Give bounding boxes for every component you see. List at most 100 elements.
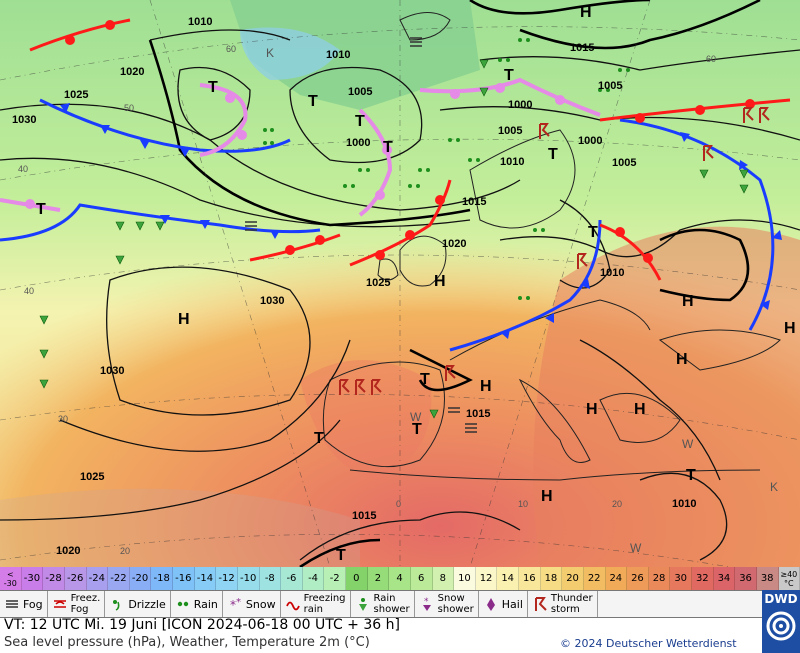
low-label: T	[420, 371, 430, 388]
drizzle-icon	[113, 600, 120, 611]
legend-label: Freezing rain	[303, 593, 346, 615]
scale-cell: < -30	[0, 567, 22, 590]
scale-cell: -18	[151, 567, 173, 590]
isobar-value: 1015	[570, 42, 594, 54]
warm-front-semicircles	[65, 20, 755, 263]
fog-icon	[6, 600, 18, 608]
warm-front-russia	[599, 223, 662, 281]
coastlines	[322, 12, 781, 481]
scale-cell: 12	[475, 567, 498, 590]
cold-label: K	[770, 480, 778, 494]
isobars	[0, 29, 800, 561]
warm-label: W	[630, 541, 642, 555]
legend-item-rain: Rain	[171, 591, 223, 617]
scale-cell: 24	[605, 567, 628, 590]
low-label: T	[336, 547, 346, 564]
grid-label: 30	[58, 414, 68, 424]
low-label: T	[504, 67, 514, 84]
scale-cell: -22	[108, 567, 130, 590]
scale-cell: -12	[216, 567, 238, 590]
cold-pool-north	[230, 0, 480, 110]
scale-cell: -20	[129, 567, 152, 590]
cold-front-east	[619, 118, 775, 331]
warm-front-scandinavia	[599, 98, 791, 122]
legend-label: Snow	[245, 597, 276, 611]
logo-text: DWD	[764, 592, 798, 606]
scale-cell: 4	[389, 567, 411, 590]
warm-core-iberia	[300, 360, 432, 480]
legend-label: Hail	[501, 597, 523, 611]
scale-cell: 36	[735, 567, 757, 590]
isobar-value: 1030	[100, 365, 124, 377]
legend-label: Snow shower	[437, 593, 474, 615]
scale-cell: -16	[173, 567, 195, 590]
dwd-swirl-icon	[766, 611, 796, 641]
scale-cell: -24	[86, 567, 109, 590]
scale-cell: 22	[583, 567, 606, 590]
warm-label: W	[410, 410, 422, 424]
shower-symbols	[39, 59, 749, 419]
warm-core-east	[533, 226, 800, 567]
latitude-labels: 60 50 40 40 30 20 0 10 20 60	[18, 44, 716, 556]
svg-text:*: *	[236, 597, 241, 608]
svg-text:*: *	[424, 597, 429, 607]
isobar-value: 1025	[366, 277, 390, 289]
isobar-value: 1010	[672, 498, 696, 510]
isobar-value: 1015	[466, 408, 490, 420]
copyright: © 2024 Deutscher Wetterdienst	[560, 637, 737, 650]
isobar-value: 1010	[326, 49, 350, 61]
scale-cell: 20	[562, 567, 584, 590]
rain-shower-icon	[358, 598, 367, 611]
isobar-value: 1000	[346, 137, 370, 149]
grid-label: 60	[226, 44, 236, 54]
scale-cell: -26	[64, 567, 87, 590]
warm-front-north	[29, 18, 131, 52]
rain-icon	[177, 601, 188, 607]
scale-cell: 38	[756, 567, 779, 590]
grid-label: 40	[24, 286, 34, 296]
isobar-value: 1010	[188, 16, 212, 28]
weather-symbol-legend: Fog Freez. Fog Drizzle Rain * * Snow Freezing r…	[0, 590, 762, 618]
scale-cell: 0	[346, 567, 368, 590]
isobar-values: 1010 1020 1025 1030 1015 1005 1000 1030 …	[12, 16, 696, 557]
dwd-logo: DWD	[762, 590, 800, 653]
low-label: T	[308, 93, 318, 110]
low-label: T	[588, 224, 598, 241]
legend-item-hail: Hail	[479, 591, 528, 617]
high-label: H	[178, 311, 190, 328]
grid-label: 20	[120, 546, 130, 556]
high-label: H	[580, 4, 592, 21]
isobar-value: 1020	[120, 66, 144, 78]
isobar-value: 1025	[80, 471, 104, 483]
legend-label: Freez. Fog	[70, 593, 101, 615]
scale-cell: 28	[648, 567, 671, 590]
high-label: H	[784, 320, 796, 337]
low-label: T	[686, 467, 696, 484]
freezing-rain-icon	[285, 601, 300, 611]
grid-label: 10	[518, 499, 528, 509]
legend-item-freezing-rain: Freezing rain	[281, 591, 351, 617]
scale-cell: 18	[540, 567, 563, 590]
legend-panel: < -30 -30 -28 -26 -24 -22 -20 -18 -16 -14 -12 -10 -8…	[0, 567, 800, 653]
scale-cell: ≥40 °C	[778, 567, 800, 590]
legend-label: Rain	[193, 597, 218, 611]
isobar-value: 1005	[348, 86, 372, 98]
freez-fog-icon	[53, 600, 66, 608]
grid-label: 50	[124, 103, 134, 113]
high-label: H	[586, 401, 598, 418]
scale-cell: 34	[713, 567, 736, 590]
occluded-front-marks	[25, 83, 565, 209]
scale-cell: 26	[627, 567, 649, 590]
scale-cell: 6	[410, 567, 433, 590]
scale-cell: 8	[432, 567, 455, 590]
isobar-value: 1000	[578, 135, 602, 147]
snow-icon: * *	[230, 597, 241, 612]
valid-time: VT: 12 UTC Mi. 19 Juni [ICON 2024-06-18 …	[4, 617, 400, 633]
grid-label: 40	[18, 164, 28, 174]
isobar-value: 1010	[500, 156, 524, 168]
isobar-value: 1030	[12, 114, 36, 126]
legend-label: Rain shower	[373, 593, 410, 615]
low-label: T	[36, 201, 46, 218]
scale-cell: 30	[670, 567, 692, 590]
